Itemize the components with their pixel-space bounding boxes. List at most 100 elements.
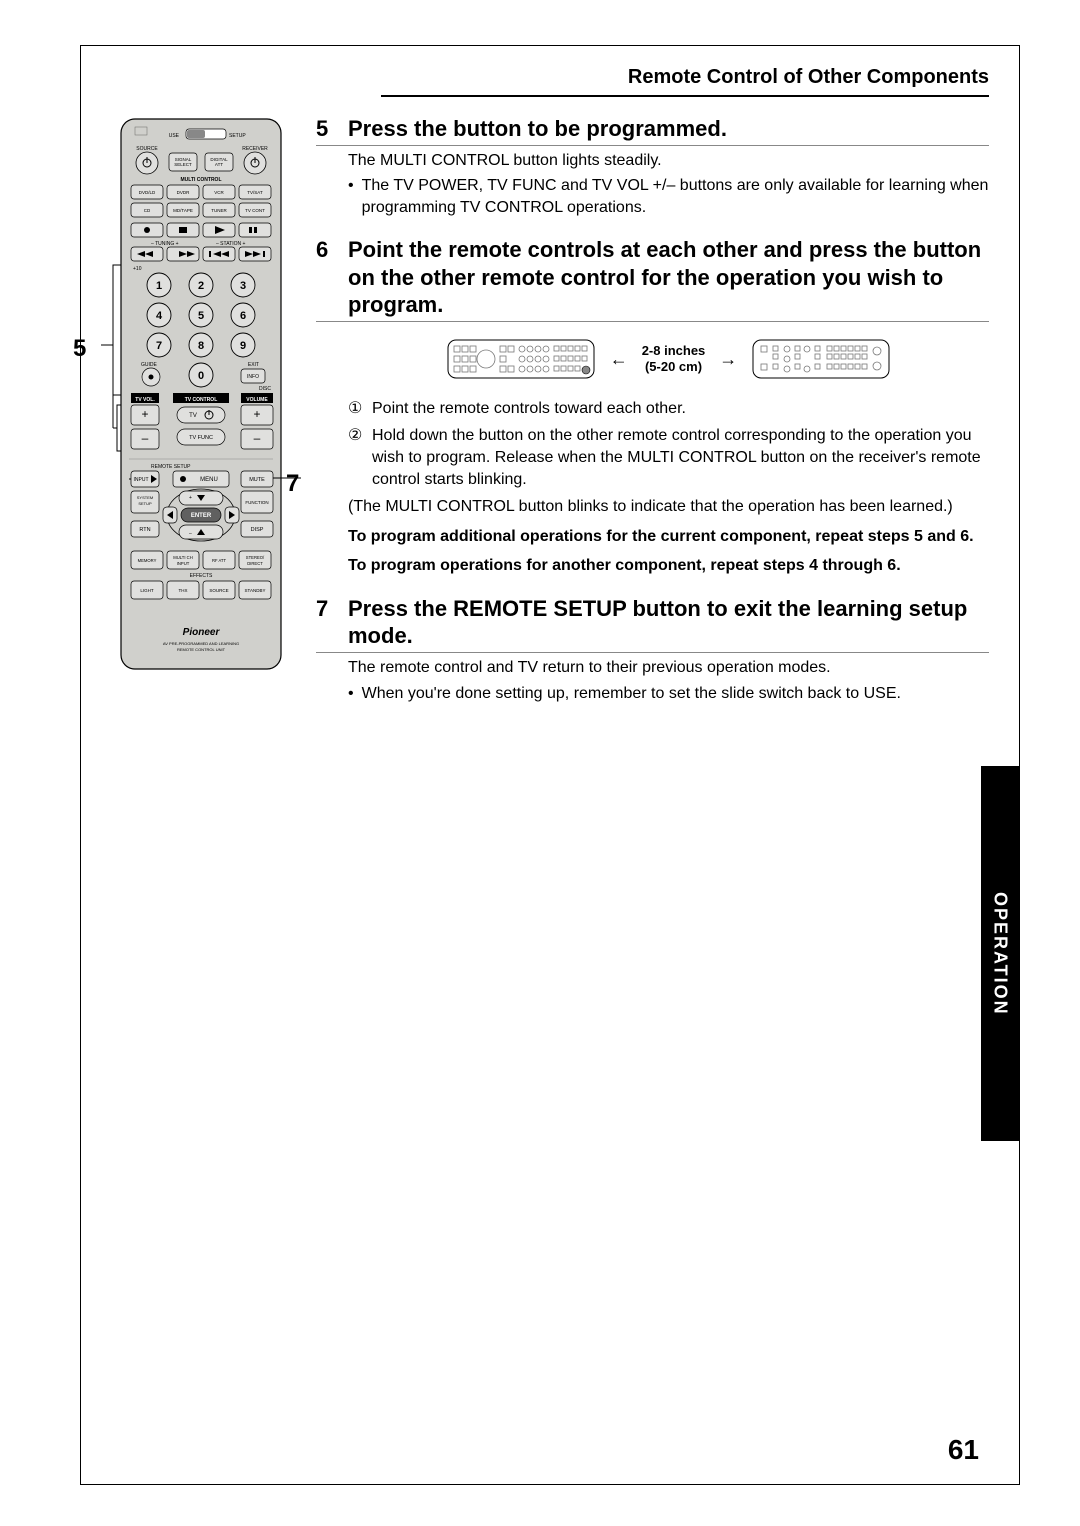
svg-text:STEREO/: STEREO/ (246, 555, 265, 560)
svg-text:CD: CD (144, 208, 151, 213)
text-column: 5 Press the button to be programmed. The… (316, 115, 989, 722)
svg-text:3: 3 (240, 280, 246, 292)
svg-text:TV VOL.: TV VOL. (135, 397, 155, 403)
step-6-note: (The MULTI CONTROL button blinks to indi… (348, 496, 989, 518)
svg-text:MD/TAPE: MD/TAPE (173, 208, 193, 213)
svg-text:–: – (254, 431, 261, 445)
svg-text:MUTE: MUTE (249, 477, 265, 483)
step-7-bullet: When you're done setting up, remember to… (362, 683, 901, 705)
svg-text:2: 2 (198, 280, 204, 292)
step-7-number: 7 (316, 596, 338, 622)
arrow-right-icon: → (719, 347, 737, 371)
svg-text:+10: +10 (133, 266, 142, 272)
step-5-subtitle: The MULTI CONTROL button lights steadily… (348, 150, 989, 172)
step-6-number: 6 (316, 237, 338, 263)
svg-text:TV: TV (189, 413, 197, 419)
svg-text:TV FUNC: TV FUNC (189, 435, 213, 441)
step-6-item-1: Point the remote controls toward each ot… (372, 398, 686, 420)
callout-5: 5 (73, 335, 86, 363)
page-frame: Remote Control of Other Components 5 7 U… (80, 45, 1020, 1485)
svg-text:DVDR: DVDR (177, 190, 191, 195)
svg-text:THX: THX (179, 588, 188, 593)
svg-text:EFFECTS: EFFECTS (190, 573, 213, 579)
section-tab-label: OPERATION (990, 892, 1011, 1016)
step-5-number: 5 (316, 116, 338, 142)
svg-text:+: + (189, 495, 192, 501)
remote-control-diagram: USE SETUP SOURCE RECEIVER SIGNAL (101, 115, 311, 675)
bullet-icon: • (348, 683, 354, 705)
step-7-subtitle: The remote control and TV return to thei… (348, 657, 989, 679)
svg-text:4: 4 (156, 310, 163, 322)
page-inner: Remote Control of Other Components 5 7 U… (81, 46, 1019, 742)
svg-text:5: 5 (198, 310, 204, 322)
callout-7: 7 (286, 470, 299, 498)
svg-text:ENTER: ENTER (191, 513, 212, 519)
svg-text:0: 0 (198, 370, 204, 382)
svg-text:SETUP: SETUP (138, 501, 152, 506)
svg-text:– TUNING +: – TUNING + (151, 241, 179, 247)
svg-text:SELECT: SELECT (174, 162, 192, 167)
circled-2-icon: ② (348, 425, 366, 490)
svg-text:DISC: DISC (259, 386, 271, 392)
svg-text:SYSTEM: SYSTEM (137, 495, 153, 500)
section-tab: OPERATION (981, 766, 1019, 1141)
svg-text:DVD/LD: DVD/LD (139, 190, 156, 195)
step-5-bullet: The TV POWER, TV FUNC and TV VOL +/– but… (362, 175, 989, 218)
svg-text:STANDBY: STANDBY (245, 588, 266, 593)
header-title: Remote Control of Other Components (628, 66, 989, 88)
remote-right-icon (751, 336, 891, 382)
step-5-title: Press the button to be programmed. (348, 115, 727, 143)
svg-text:MULTI CH: MULTI CH (173, 555, 192, 560)
svg-text:MENU: MENU (200, 477, 218, 483)
svg-text:+: + (141, 407, 148, 421)
content-row: 5 7 USE SETUP SOURCE RECEIVER (101, 115, 989, 722)
step-6: 6 Point the remote controls at each othe… (316, 236, 989, 577)
step-7: 7 Press the REMOTE SETUP button to exit … (316, 595, 989, 704)
step-5: 5 Press the button to be programmed. The… (316, 115, 989, 218)
circled-1-icon: ① (348, 398, 366, 420)
svg-text:8: 8 (198, 340, 204, 352)
svg-text:VCR: VCR (214, 190, 224, 195)
svg-text:Pioneer: Pioneer (183, 627, 221, 638)
svg-text:–: – (189, 531, 192, 537)
distance-label: 2-8 inches (5-20 cm) (642, 343, 706, 374)
bullet-icon: • (348, 175, 354, 218)
svg-text:1: 1 (156, 280, 162, 292)
svg-text:TV CONTROL: TV CONTROL (185, 397, 218, 403)
svg-text:MULTI CONTROL: MULTI CONTROL (180, 177, 221, 183)
svg-text:RTN: RTN (139, 527, 150, 533)
svg-text:SETUP: SETUP (229, 133, 246, 139)
svg-text:RECEIVER: RECEIVER (242, 146, 268, 152)
svg-text:USE: USE (169, 133, 180, 139)
svg-text:+: + (253, 407, 260, 421)
remote-left-icon (446, 334, 596, 384)
step-6-title: Point the remote controls at each other … (348, 236, 989, 319)
svg-text:INFO: INFO (247, 374, 259, 380)
arrow-left-icon: ← (610, 347, 628, 371)
svg-text:REMOTE CONTROL UNIT: REMOTE CONTROL UNIT (177, 647, 226, 652)
svg-text:INPUT: INPUT (134, 477, 149, 483)
svg-text:SOURCE: SOURCE (136, 146, 158, 152)
svg-text:TUNER: TUNER (211, 208, 227, 213)
svg-text:EXIT: EXIT (248, 362, 259, 368)
svg-text:SOURCE: SOURCE (209, 588, 228, 593)
svg-text:INPUT: INPUT (177, 561, 190, 566)
svg-text:DIRECT: DIRECT (247, 561, 263, 566)
step-6-bold-2: To program operations for another compon… (348, 555, 989, 577)
svg-text:AV PRE-PROGRAMMED AND LEARNING: AV PRE-PROGRAMMED AND LEARNING (163, 641, 239, 646)
svg-text:ATT: ATT (215, 162, 223, 167)
svg-text:REMOTE SETUP: REMOTE SETUP (151, 464, 191, 470)
step-6-item-2: Hold down the button on the other remote… (372, 425, 989, 490)
svg-text:9: 9 (240, 340, 246, 352)
step-6-bold-1: To program additional operations for the… (348, 526, 989, 548)
svg-text:MEMORY: MEMORY (138, 558, 157, 563)
distance-diagram: ← 2-8 inches (5-20 cm) → (348, 334, 989, 384)
svg-text:7: 7 (156, 340, 162, 352)
svg-text:–: – (142, 431, 149, 445)
svg-text:TV/SAT: TV/SAT (247, 190, 263, 195)
svg-text:DISP: DISP (251, 527, 264, 533)
step-7-title: Press the REMOTE SETUP button to exit th… (348, 595, 989, 650)
svg-text:TV CONT: TV CONT (245, 208, 265, 213)
svg-text:FUNCTION: FUNCTION (245, 500, 268, 505)
distance-cm: (5-20 cm) (642, 359, 706, 375)
